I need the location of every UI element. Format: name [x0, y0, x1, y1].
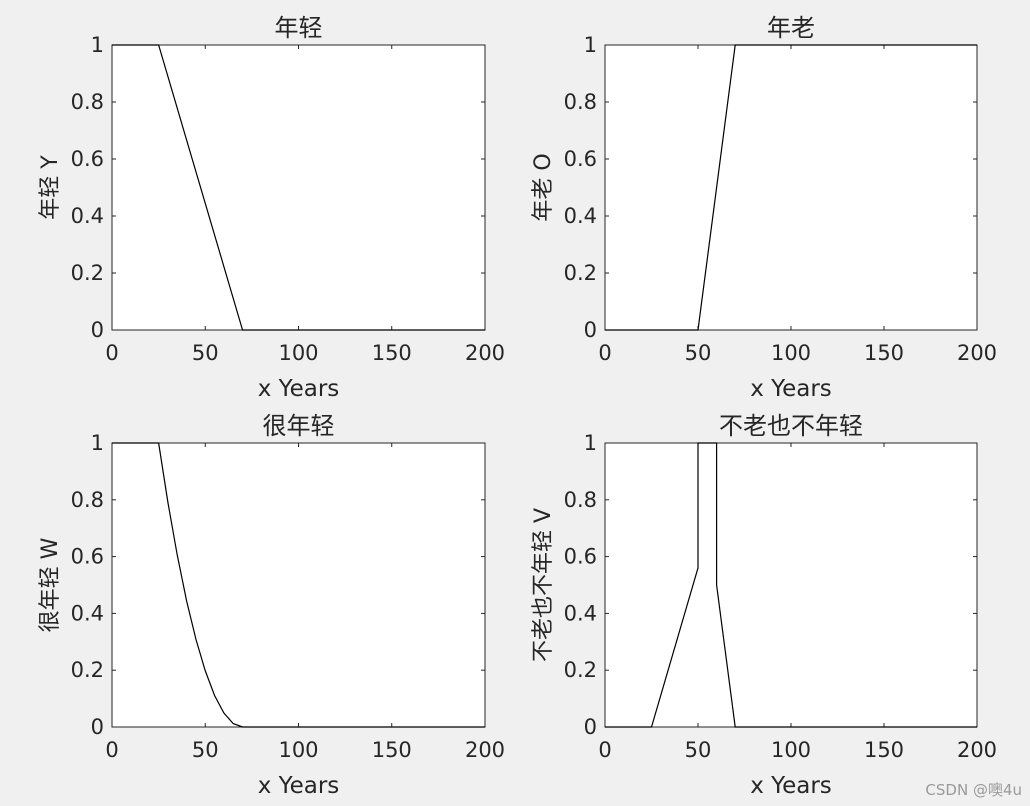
y-tick-label: 1: [91, 33, 104, 57]
y-tick-label: 1: [584, 33, 597, 57]
y-axis-label: 年轻 Y: [38, 155, 63, 220]
y-tick-label: 0.4: [71, 204, 104, 228]
series-line-1: [605, 44, 977, 331]
x-tick-label: 0: [105, 738, 118, 762]
series-line-1: [112, 442, 485, 728]
x-tick-label: 0: [598, 341, 611, 365]
chart-title: 年老: [767, 14, 815, 42]
x-tick-label: 150: [372, 738, 412, 762]
x-tick-label: 200: [465, 738, 505, 762]
y-tick-label: 0.4: [564, 601, 597, 625]
plot-area: [604, 442, 978, 728]
x-tick-label: 200: [465, 341, 505, 365]
y-tick-label: 0.6: [564, 147, 597, 171]
x-tick-label: 200: [957, 341, 997, 365]
series-line-1: [605, 442, 977, 728]
y-tick-label: 1: [91, 431, 104, 455]
y-axis-label: 年老 O: [531, 153, 556, 221]
chart-title: 很年轻: [263, 412, 335, 440]
y-tick-label: 0.4: [564, 204, 597, 228]
x-tick-label: 200: [957, 738, 997, 762]
y-tick-label: 0.8: [564, 90, 597, 114]
series-line-1: [112, 44, 485, 331]
y-tick-label: 0: [91, 318, 104, 342]
y-axis-label: 很年轻 W: [38, 537, 63, 632]
y-tick-label: 0.6: [564, 545, 597, 569]
x-tick-label: 150: [372, 341, 412, 365]
y-tick-label: 0.2: [71, 261, 104, 285]
y-tick-label: 0: [584, 715, 597, 739]
y-tick-label: 0.2: [564, 261, 597, 285]
plot-area: [604, 44, 978, 331]
subplot-1: 0 50 100 150 200 0 0.2 0.4 0.6 0.8 1 年轻 x Years 年轻 Y: [38, 14, 505, 402]
x-tick-label: 100: [771, 738, 811, 762]
y-tick-label: 0.8: [564, 488, 597, 512]
chart-title: 不老也不年轻: [719, 412, 863, 440]
x-axis-label: x Years: [258, 376, 340, 402]
x-tick-label: 0: [598, 738, 611, 762]
y-tick-label: 0.8: [71, 488, 104, 512]
y-tick-label: 0.6: [71, 147, 104, 171]
x-tick-label: 50: [685, 738, 712, 762]
plot-area: [111, 442, 486, 728]
y-tick-label: 0.6: [71, 545, 104, 569]
x-tick-label: 150: [864, 738, 904, 762]
y-tick-label: 0.2: [71, 658, 104, 682]
x-tick-label: 50: [685, 341, 712, 365]
x-tick-label: 100: [278, 341, 318, 365]
subplot-3: 0 50 100 150 200 0 0.2 0.4 0.6 0.8 1 很年轻 x Years 很年轻 …: [38, 412, 505, 799]
subplot-2: 0 50 100 150 200 0 0.2 0.4 0.6 0.8 1 年老 x Years 年老 O: [531, 14, 997, 402]
x-tick-label: 50: [192, 341, 219, 365]
x-tick-label: 100: [278, 738, 318, 762]
y-tick-label: 1: [584, 431, 597, 455]
y-tick-label: 0.2: [564, 658, 597, 682]
chart-title: 年轻: [275, 14, 323, 42]
plot-area: [111, 44, 486, 331]
x-axis-label: x Years: [750, 773, 832, 799]
y-axis-label: 不老也不年轻 V: [531, 508, 556, 662]
y-tick-label: 0.8: [71, 90, 104, 114]
y-tick-label: 0: [91, 715, 104, 739]
y-tick-label: 0: [584, 318, 597, 342]
x-tick-label: 0: [105, 341, 118, 365]
y-tick-label: 0.4: [71, 601, 104, 625]
x-tick-label: 50: [192, 738, 219, 762]
x-tick-label: 100: [771, 341, 811, 365]
subplot-4: 0 50 100 150 200 0 0.2 0.4 0.6 0.8 1 不老也不年轻 x Years 不…: [531, 412, 997, 799]
x-axis-label: x Years: [258, 773, 340, 799]
x-tick-label: 150: [864, 341, 904, 365]
watermark: CSDN @噢4u: [925, 781, 1022, 799]
x-axis-label: x Years: [750, 376, 832, 402]
